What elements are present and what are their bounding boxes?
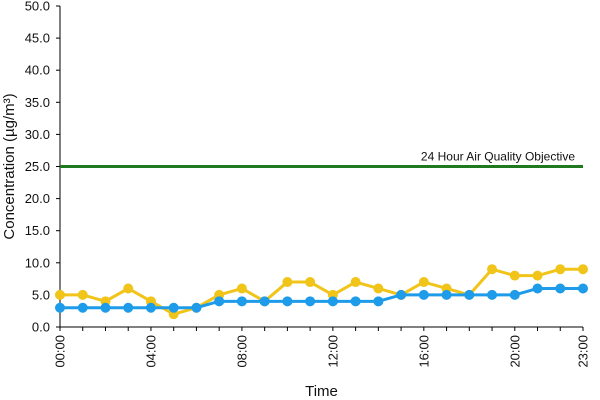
series-2-point [418,289,429,300]
series-2-point [145,302,156,313]
series-2-point [327,296,338,307]
x-axis-title: Time [305,383,338,400]
reference-layer: 24 Hour Air Quality Objective [60,150,583,168]
series-2-point [236,296,247,307]
series-1-point [578,264,588,275]
series-2-point [464,289,475,300]
series-1-point [305,277,316,288]
series-2-point [123,302,134,313]
series-1-point [236,283,247,294]
y-tick-label: 30.0 [25,127,50,142]
series-1-point [350,277,361,288]
series-2-point [555,283,566,294]
series-2-point [77,302,88,313]
series-1-point [373,283,384,294]
series-1-point [555,264,566,275]
y-tick-label: 45.0 [25,31,50,46]
x-ticks-layer: 00:00 04:00 08:00 12:00 16:00 20:00 23:00 [53,327,591,368]
series-2-point [191,302,202,313]
y-tick-label: 50.0 [25,0,50,14]
y-tick-label: 10.0 [25,255,50,270]
air-quality-objective-label: 24 Hour Air Quality Objective [421,150,575,164]
x-tick-label: 23:00 [576,335,591,368]
series-2-point [509,289,520,300]
series-2-point [441,289,452,300]
series-1-point [509,270,520,281]
series-1 [55,264,588,320]
y-ticks-layer: 0.0 5.0 10.0 15.0 20.0 25.0 30.0 35.0 40.0 45.0 50… [25,0,60,335]
series-2-point [487,289,498,300]
series-layer [55,264,588,320]
series-2-point [259,296,270,307]
series-2-point [214,296,225,307]
series-2-point [578,283,588,294]
series-1-point [282,277,293,288]
x-tick-label: 08:00 [234,335,249,368]
series-2-point [396,289,407,300]
y-axis-title: Concentration (µg/m³) [1,93,18,239]
y-tick-label: 40.0 [25,63,50,78]
series-2-point [532,283,543,294]
y-tick-label: 25.0 [25,159,50,174]
series-1-point [55,289,65,300]
y-tick-label: 35.0 [25,95,50,110]
series-1-point [123,283,134,294]
x-tick-label: 20:00 [507,335,522,368]
series-2-point [100,302,111,313]
series-2-point [305,296,316,307]
x-tick-label: 04:00 [143,335,158,368]
series-2-point [282,296,293,307]
series-1-point [487,264,498,275]
series-2-point [373,296,384,307]
series-1-point [418,277,429,288]
x-tick-label: 12:00 [325,335,340,368]
series-2 [55,283,588,313]
x-tick-label: 16:00 [416,335,431,368]
y-tick-label: 0.0 [32,320,50,335]
series-2-point [55,302,65,313]
series-1-point [532,270,543,281]
series-2-point [168,302,179,313]
series-2-line [58,286,585,310]
y-tick-label: 15.0 [25,223,50,238]
x-tick-label: 00:00 [53,335,68,368]
series-1-point [77,289,88,300]
y-tick-label: 5.0 [32,287,50,302]
series-2-point [350,296,361,307]
y-tick-label: 20.0 [25,191,50,206]
